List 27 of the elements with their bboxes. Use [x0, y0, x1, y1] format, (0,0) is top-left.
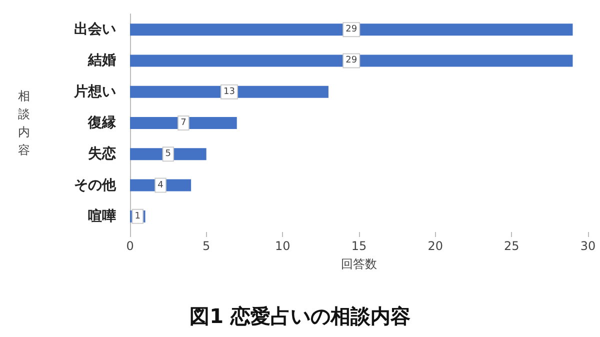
text: 図1 恋愛占いの相談内容	[190, 304, 410, 328]
bar	[130, 24, 573, 36]
x-tick-label: 5	[202, 239, 210, 253]
y-tick-label: 喧嘩	[88, 207, 116, 224]
x-tick-label: 10	[275, 239, 290, 253]
x-tick-label: 15	[351, 239, 367, 253]
y-tick-label: その他	[74, 177, 117, 194]
data-label: 4	[158, 180, 164, 190]
bar	[130, 86, 328, 98]
y-axis-title: 相談内容	[18, 89, 30, 157]
x-axis-title: 回答数	[341, 257, 377, 271]
y-tick-label: 出会い	[74, 22, 116, 38]
x-tick-label: 25	[504, 239, 520, 253]
bar	[130, 54, 573, 67]
x-tick-label: 20	[428, 239, 443, 253]
x-tick-label: 30	[580, 239, 596, 253]
data-label: 5	[165, 149, 172, 160]
data-label: 29	[346, 56, 358, 66]
data-label: 1	[134, 211, 140, 222]
x-tick-label: 0	[126, 239, 134, 253]
y-tick-label: 片想い	[73, 84, 116, 100]
data-label: 7	[180, 118, 186, 128]
data-label: 13	[224, 86, 235, 97]
y-tick-label: 復縁	[87, 115, 117, 131]
y-tick-label: 失恋	[88, 145, 116, 162]
data-label: 29	[346, 24, 358, 35]
y-tick-label: 結婚	[87, 52, 116, 69]
